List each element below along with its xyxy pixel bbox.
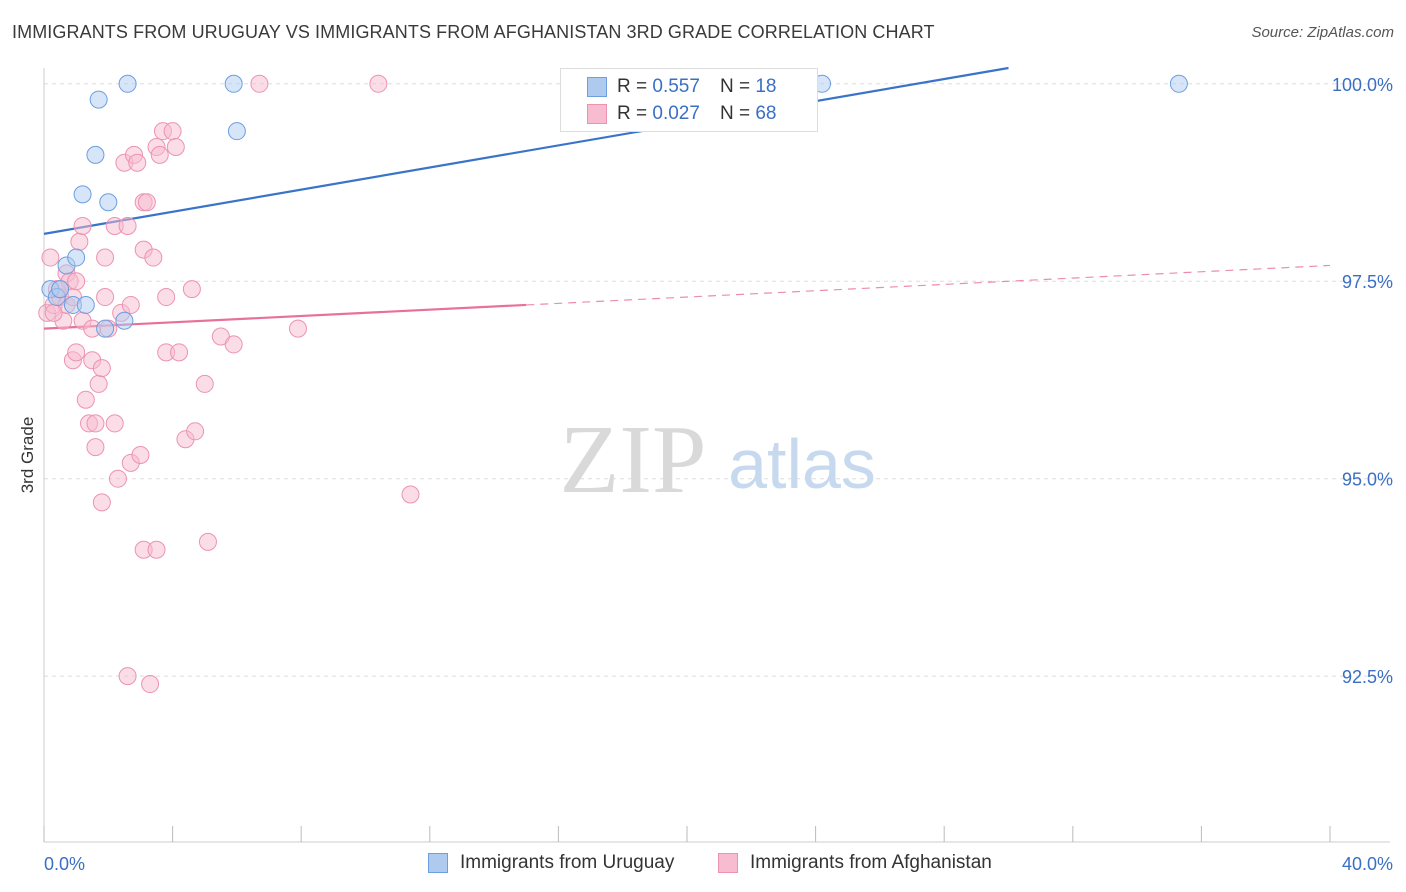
point-uruguay (99, 193, 118, 212)
point-afghanistan (141, 675, 160, 694)
point-afghanistan (108, 469, 127, 488)
legend-r-label: R = (617, 103, 648, 124)
point-afghanistan (96, 288, 115, 307)
source-credit: Source: ZipAtlas.com (1251, 24, 1394, 41)
point-uruguay (73, 185, 92, 204)
point-afghanistan (89, 374, 108, 393)
point-uruguay (115, 311, 134, 330)
point-afghanistan (198, 532, 217, 551)
watermark-atlas: atlas (728, 425, 876, 503)
point-afghanistan (224, 335, 243, 354)
series-label-uruguay: Immigrants from Uruguay (460, 852, 675, 873)
legend-r-label: R = (617, 76, 648, 97)
point-afghanistan (137, 193, 156, 212)
series-swatch-uruguay (428, 853, 448, 873)
axes (43, 68, 1390, 843)
point-afghanistan (105, 414, 124, 433)
legend-n-value: 18 (755, 76, 777, 97)
point-afghanistan (92, 493, 111, 512)
tick-labels: 100.0% 97.5% 95.0% 92.5% 0.0% 40.0% (44, 75, 1393, 874)
y-tick-label: 97.5% (1342, 272, 1393, 292)
point-uruguay (1169, 74, 1188, 93)
point-afghanistan (96, 248, 115, 267)
point-afghanistan (166, 137, 185, 156)
point-afghanistan (150, 145, 169, 164)
point-afghanistan (144, 248, 163, 267)
x-tick-label-max: 40.0% (1342, 854, 1393, 874)
legend-row-uruguay: R = 0.557 N = 18 (587, 75, 776, 99)
point-afghanistan (131, 446, 150, 464)
data-points (38, 74, 1188, 694)
series-swatch-afghanistan (718, 853, 738, 873)
point-afghanistan (86, 414, 105, 433)
point-afghanistan (186, 422, 205, 441)
point-uruguay (118, 74, 137, 93)
point-afghanistan (41, 248, 60, 267)
legend-swatch-afghanistan (587, 104, 607, 124)
point-afghanistan (86, 438, 105, 457)
legend-r-value: 0.027 (652, 103, 700, 124)
legend-swatch-uruguay (587, 77, 607, 97)
trend-line (43, 66, 1009, 235)
series-legend-uruguay[interactable]: Immigrants from Uruguay (428, 852, 674, 874)
point-afghanistan (147, 540, 166, 559)
point-uruguay (224, 74, 243, 93)
point-afghanistan (70, 232, 89, 251)
legend-row-afghanistan: R = 0.027 N = 68 (587, 102, 776, 126)
point-afghanistan (92, 359, 111, 378)
chart-title: IMMIGRANTS FROM URUGUAY VS IMMIGRANTS FR… (12, 22, 935, 42)
point-afghanistan (401, 485, 420, 504)
point-uruguay (89, 90, 108, 109)
y-tick-label: 100.0% (1332, 75, 1393, 95)
y-axis-label-wrap: 3rd Grade (18, 378, 38, 494)
point-afghanistan (211, 327, 230, 346)
point-afghanistan (67, 272, 86, 291)
point-uruguay (76, 295, 95, 314)
point-uruguay (51, 280, 70, 299)
point-uruguay (96, 319, 115, 338)
y-tick-label: 95.0% (1342, 470, 1393, 490)
legend-r-value: 0.557 (652, 76, 700, 97)
point-afghanistan (369, 74, 388, 93)
point-uruguay (67, 248, 86, 267)
series-legend-afghanistan[interactable]: Immigrants from Afghanistan (718, 852, 992, 874)
stats-legend: R = 0.557 N = 18 R = 0.027 N = 68 (560, 68, 818, 132)
trend-line-dashed (526, 264, 1331, 306)
legend-n-label: N = (719, 76, 751, 97)
series-label-afghanistan: Immigrants from Afghanistan (750, 852, 992, 873)
y-tick-label: 92.5% (1342, 667, 1393, 687)
point-afghanistan (157, 288, 176, 307)
point-afghanistan (118, 216, 137, 235)
point-afghanistan (250, 74, 269, 93)
point-afghanistan (182, 280, 201, 299)
point-afghanistan (128, 153, 147, 172)
series-legend: Immigrants from Uruguay Immigrants from … (0, 852, 1406, 878)
point-afghanistan (44, 303, 63, 322)
y-axis-label: 3rd Grade (18, 416, 37, 494)
point-afghanistan (67, 343, 86, 362)
x-tick-label-min: 0.0% (44, 854, 85, 874)
point-afghanistan (163, 122, 182, 141)
point-afghanistan (288, 319, 307, 338)
point-uruguay (227, 122, 246, 141)
watermark: ZIP atlas (560, 406, 876, 514)
point-afghanistan (170, 343, 189, 362)
point-afghanistan (121, 295, 140, 314)
legend-n-value: 68 (755, 103, 777, 124)
point-afghanistan (195, 374, 214, 393)
point-afghanistan (118, 667, 137, 686)
legend-n-label: N = (719, 103, 751, 124)
point-afghanistan (73, 216, 92, 235)
point-uruguay (86, 145, 105, 164)
watermark-zip: ZIP (560, 406, 707, 514)
gridlines (44, 83, 1390, 677)
point-afghanistan (76, 390, 95, 409)
